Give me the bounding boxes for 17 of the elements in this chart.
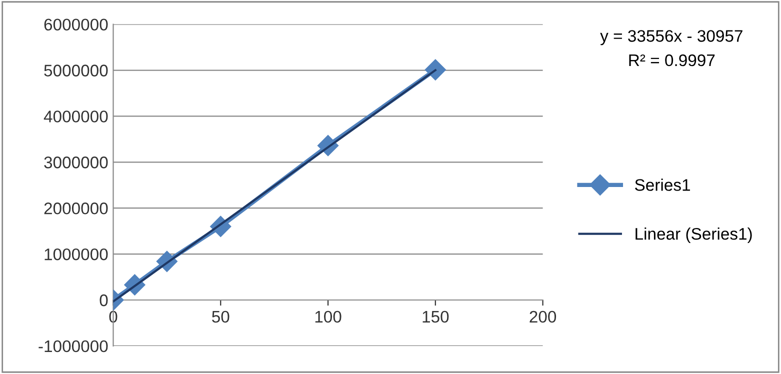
text: R² = 0.9997 [629,54,715,66]
legend-label: Linear (Series1) [636,228,752,244]
y-tick-label: 2000000 [44,202,108,214]
point [424,59,446,80]
y-tick-label: -1000000 [38,340,108,352]
y-tick-label: 1000000 [44,248,108,260]
y-tick-label: 5000000 [44,64,108,76]
x-tick-label: 100 [315,310,342,323]
x-tick-label: 150 [422,310,449,323]
y-tick-label: 0 [100,294,108,306]
x-tick-label: 50 [212,310,230,323]
y-tick-label: 4000000 [44,110,108,122]
y-tick-label: 6000000 [44,18,108,31]
x-tick-label: 200 [530,310,556,323]
y-tick-label: 3000000 [44,156,108,168]
legend-label: Series1 [635,178,690,191]
text: y = 33556x - 30957 [600,30,742,46]
